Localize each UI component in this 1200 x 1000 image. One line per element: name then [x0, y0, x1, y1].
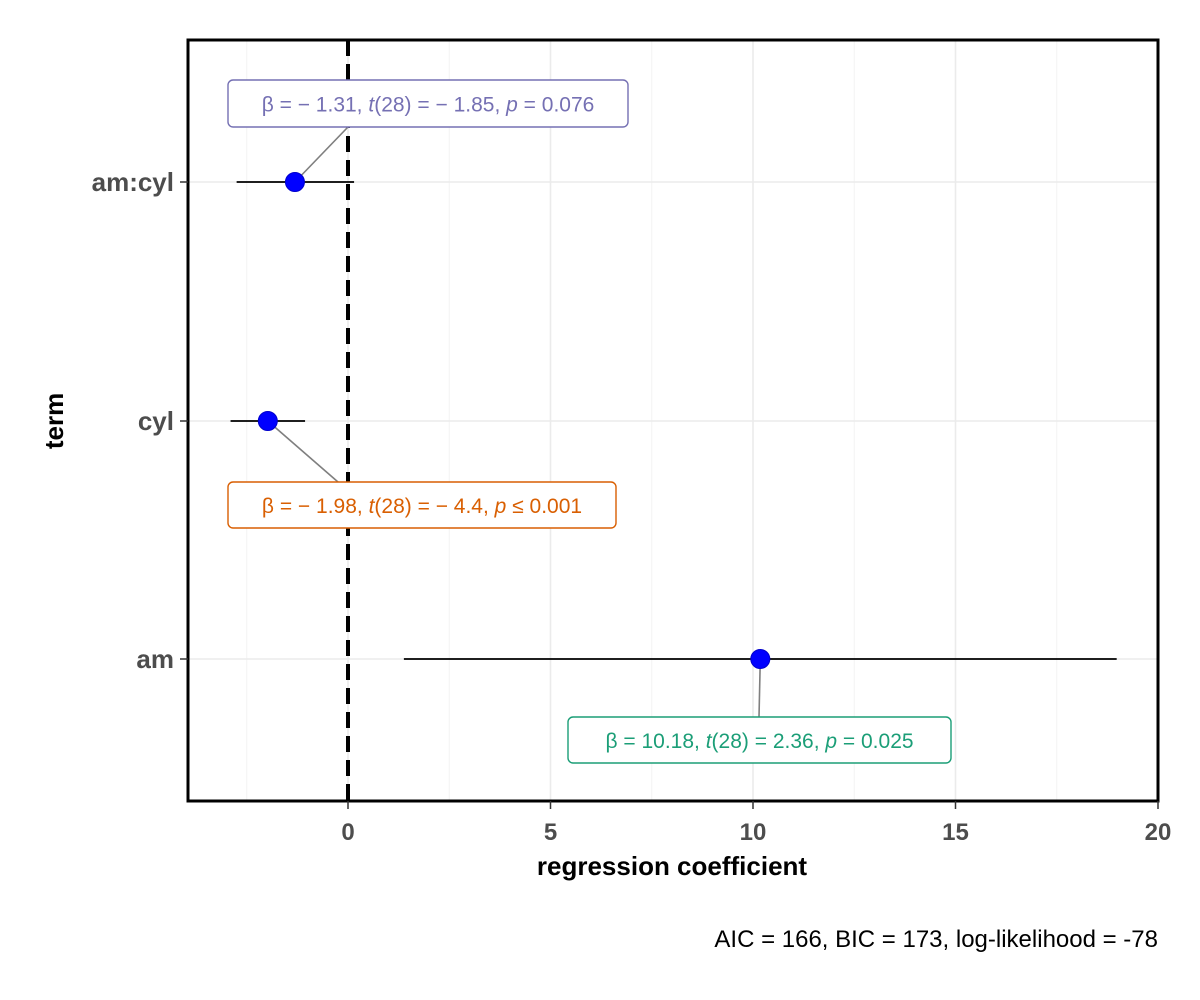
stat-label-pval: = 0.025 [837, 730, 913, 753]
coefficient-am: β = 10.18, t(28) = 2.36, p = 0.025 [403, 649, 1117, 764]
stat-label-pval: ≤ 0.001 [506, 495, 582, 518]
x-tick-label: 5 [544, 819, 557, 846]
stat-label-box [227, 79, 629, 128]
stat-label-beta: = 10.18, [618, 730, 700, 753]
estimate-point [750, 649, 771, 669]
coefficient-cyl: β = − 1.98, t(28) = − 4.4, p ≤ 0.001 [227, 411, 617, 529]
estimate-point [284, 172, 305, 192]
stat-label-box [567, 716, 952, 764]
x-tick-label: 0 [341, 819, 354, 846]
stat-label-p: p [489, 495, 507, 518]
stat-label-df: (28) [374, 94, 411, 117]
stat-label-tval: = − 1.85, [412, 94, 501, 117]
stat-label: β = − 1.98, t(28) = − 4.4, p ≤ 0.001 [262, 495, 582, 518]
stat-label-t: t [363, 495, 376, 518]
stat-label: β = 10.18, t(28) = 2.36, p = 0.025 [605, 730, 913, 753]
coefficient-am-cyl: β = − 1.31, t(28) = − 1.85, p = 0.076 [227, 79, 629, 192]
x-tick-label: 15 [942, 819, 969, 846]
x-axis-title: regression coefficient [537, 851, 808, 881]
stat-label-df: (28) [712, 730, 749, 753]
x-tick-label: 20 [1145, 819, 1172, 846]
stat-label-tval: = − 4.4, [412, 495, 489, 518]
y-axis-ticks: am:cyl cyl am [92, 167, 188, 674]
estimate-point [257, 411, 278, 431]
stat-label-beta: = − 1.31, [274, 94, 363, 117]
stat-label-df: (28) [374, 495, 411, 518]
y-tick-label: am [136, 644, 174, 674]
stat-label-t: t [363, 94, 376, 117]
y-tick-label: cyl [138, 406, 174, 436]
stat-label-b: β [262, 94, 274, 117]
stat-label-pval: = 0.076 [518, 94, 594, 117]
stat-label-t: t [700, 730, 713, 753]
label-connector [267, 420, 339, 483]
grid-lines [188, 40, 1159, 801]
model-fit-caption: AIC = 166, BIC = 173, log-likelihood = -… [714, 926, 1158, 953]
stat-label-p: p [500, 94, 518, 117]
stat-label-box [227, 481, 617, 529]
x-tick-label: 10 [740, 819, 767, 846]
stat-label-b: β [605, 730, 617, 753]
y-axis-title: term [39, 393, 69, 449]
stat-label-p: p [820, 730, 838, 753]
label-connector [294, 126, 349, 183]
stat-label-beta: = − 1.98, [274, 495, 363, 518]
y-tick-label: am:cyl [92, 167, 174, 197]
x-axis-ticks: 0 5 10 15 20 [341, 801, 1171, 846]
stat-label-b: β [262, 495, 274, 518]
stat-label-tval: = 2.36, [749, 730, 820, 753]
stat-label: β = − 1.31, t(28) = − 1.85, p = 0.076 [262, 94, 595, 117]
